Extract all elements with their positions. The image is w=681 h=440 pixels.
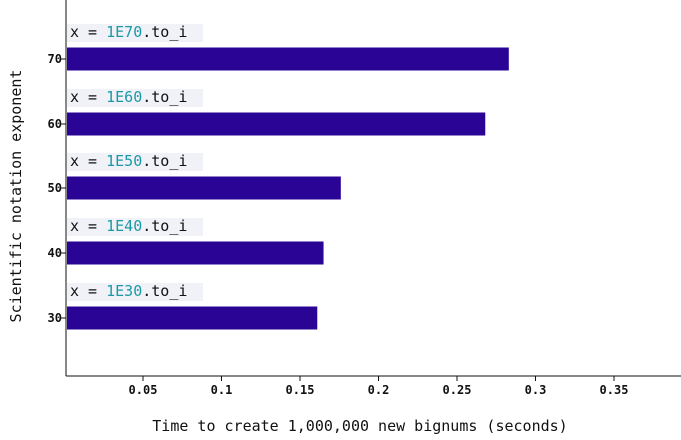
x-axis-title: Time to create 1,000,000 new bignums (se… — [152, 417, 567, 435]
annotation-background — [67, 153, 203, 171]
y-tick-label: 40 — [48, 246, 62, 260]
annotation-background — [67, 89, 203, 107]
y-tick-label: 50 — [48, 181, 62, 195]
bar-annotation: x = 1E30.to_i — [70, 282, 187, 300]
bar-annotation: x = 1E70.to_i — [70, 23, 187, 41]
x-tick-label: 0.15 — [286, 383, 315, 397]
x-tick-label: 0.25 — [443, 383, 472, 397]
annotation-background — [67, 283, 203, 301]
x-tick-label: 0.35 — [600, 383, 629, 397]
annotation-background — [67, 24, 203, 42]
bar-annotation: x = 1E40.to_i — [70, 217, 187, 235]
plot-area: x = 1E70.to_ix = 1E60.to_ix = 1E50.to_ix… — [67, 23, 509, 330]
bar-40 — [67, 241, 324, 265]
x-tick-label: 0.3 — [525, 383, 547, 397]
bar-70 — [67, 47, 509, 71]
bar-annotation: x = 1E50.to_i — [70, 152, 187, 170]
bar-annotation: x = 1E60.to_i — [70, 88, 187, 106]
y-axis-title: Scientific notation exponent — [7, 70, 25, 323]
y-tick-label: 70 — [48, 52, 62, 66]
y-tick-label: 30 — [48, 311, 62, 325]
bar-30 — [67, 306, 318, 330]
bar-50 — [67, 176, 341, 200]
y-tick-label: 60 — [48, 117, 62, 131]
annotation-background — [67, 218, 203, 236]
x-tick-label: 0.05 — [129, 383, 158, 397]
x-tick-label: 0.1 — [211, 383, 233, 397]
x-tick-label: 0.2 — [368, 383, 390, 397]
bar-60 — [67, 112, 486, 136]
